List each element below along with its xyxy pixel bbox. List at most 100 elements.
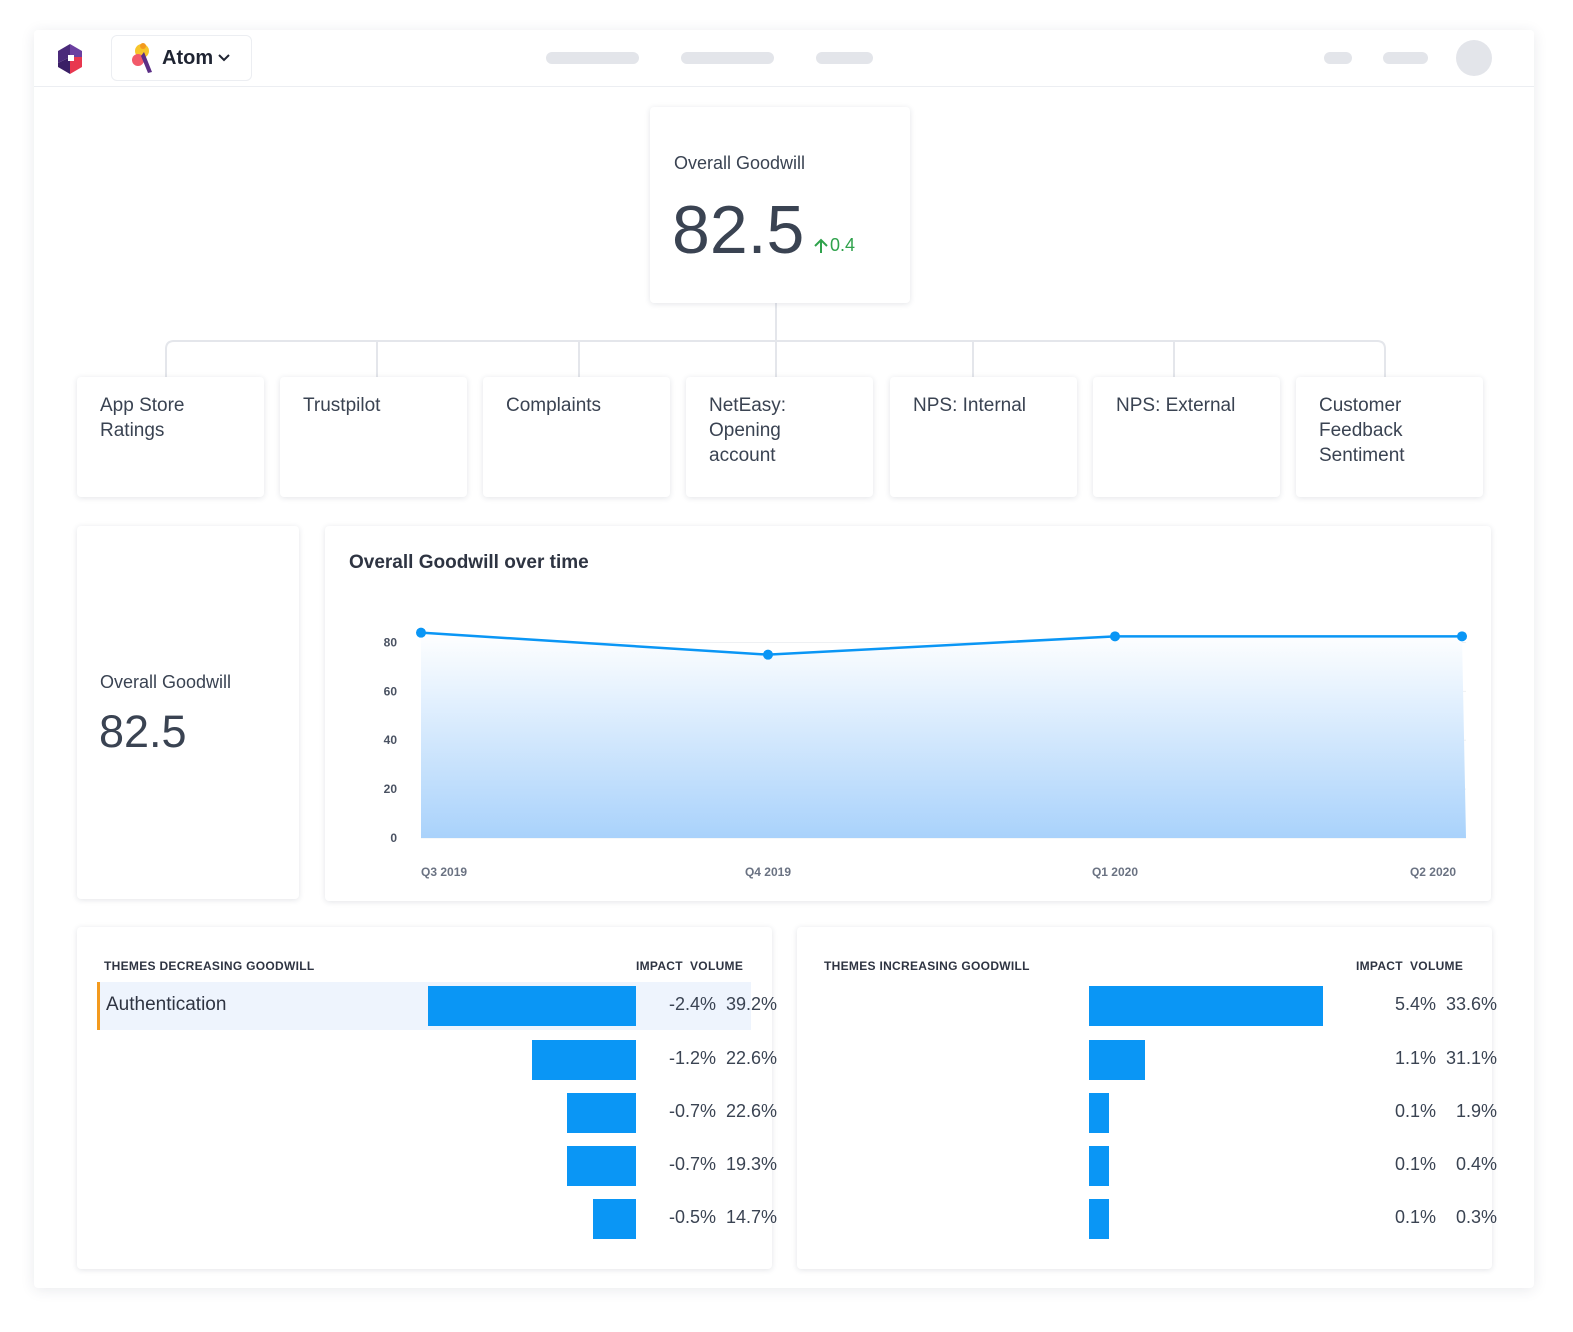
impact-value: 0.1% xyxy=(1394,1101,1436,1121)
theme-row[interactable]: Authentication -2.4% 39.2% xyxy=(97,982,777,1030)
x-tick-label: Q1 2020 xyxy=(1092,865,1138,879)
theme-row[interactable]: 1.1% 31.1% xyxy=(797,1036,1497,1084)
theme-row[interactable]: -0.5% 14.7% xyxy=(77,1195,777,1243)
volume-value: 31.1% xyxy=(1445,1048,1497,1068)
overall-goodwill-card[interactable]: Overall Goodwill 82.5 0.4 xyxy=(650,107,910,303)
source-card-customer-feedback-sentiment[interactable]: Customer Feedback Sentiment xyxy=(1296,377,1483,497)
theme-name: Authentication xyxy=(106,994,227,1015)
theme-row[interactable]: 0.1% 1.9% xyxy=(797,1089,1497,1137)
avatar[interactable] xyxy=(1456,40,1492,76)
theme-row[interactable]: -0.7% 22.6% xyxy=(77,1089,777,1137)
impact-value: -0.7% xyxy=(668,1154,716,1174)
arrow-up-icon xyxy=(814,238,828,253)
volume-header: VOLUME xyxy=(690,959,744,973)
logo-icon[interactable] xyxy=(54,41,90,77)
impact-value: -1.2% xyxy=(668,1048,716,1068)
impact-value: 0.1% xyxy=(1394,1154,1436,1174)
impact-bar xyxy=(593,1199,636,1239)
y-tick-label: 60 xyxy=(384,684,398,698)
volume-value: 22.6% xyxy=(725,1101,777,1121)
impact-header: IMPACT xyxy=(1356,959,1403,973)
theme-row[interactable]: -0.7% 19.3% xyxy=(77,1142,777,1190)
volume-value: 19.3% xyxy=(725,1154,777,1174)
volume-value: 33.6% xyxy=(1445,994,1497,1014)
area-fill xyxy=(421,632,1466,838)
goodwill-chart: 0 20 40 60 80 Q3 2019 Q4 2019 Q1 2020 Q2 2020 xyxy=(384,627,1467,879)
source-label: NPS: External xyxy=(1116,395,1236,416)
chart-title: Overall Goodwill over time xyxy=(349,552,589,573)
overall-goodwill-summary-card: Overall Goodwill 82.5 xyxy=(77,526,299,899)
series-line xyxy=(420,631,1462,656)
header-action-2[interactable] xyxy=(1383,52,1428,64)
data-point xyxy=(1110,631,1120,642)
goodwill-delta: 0.4 xyxy=(814,235,855,256)
source-label: Complaints xyxy=(506,395,602,416)
source-card-trustpilot[interactable]: Trustpilot xyxy=(280,377,467,497)
impact-value: -0.7% xyxy=(668,1101,716,1121)
data-point xyxy=(763,649,773,660)
volume-value: 0.4% xyxy=(1455,1154,1497,1174)
impact-value: -2.4% xyxy=(668,994,716,1014)
impact-bar xyxy=(1089,1199,1109,1239)
theme-row[interactable]: 0.1% 0.4% xyxy=(797,1142,1497,1190)
app-name: Atom xyxy=(162,46,214,69)
source-label: Customer Feedback Sentiment xyxy=(1319,395,1405,466)
app-switcher[interactable]: Atom xyxy=(111,35,252,81)
volume-header: VOLUME xyxy=(1410,959,1464,973)
impact-value: -0.5% xyxy=(668,1207,716,1227)
impact-value: 1.1% xyxy=(1394,1048,1436,1068)
nav-item-3[interactable] xyxy=(816,52,873,64)
impact-bar xyxy=(567,1146,636,1186)
top-bar: Atom xyxy=(34,30,1534,87)
impact-header: IMPACT xyxy=(636,959,683,973)
x-tick-label: Q3 2019 xyxy=(421,865,467,879)
app-window: Atom Overall Goodwill 82.5 0.4 App Store… xyxy=(34,30,1534,1288)
atom-logo-icon xyxy=(132,43,152,73)
source-card-nps-internal[interactable]: NPS: Internal xyxy=(890,377,1077,497)
x-tick-label: Q4 2019 xyxy=(745,865,791,879)
header-action-1[interactable] xyxy=(1324,52,1352,64)
goodwill-chart-card: 0 20 40 60 80 Q3 2019 Q4 2019 Q1 2020 Q2 2020 Ov… xyxy=(325,526,1491,901)
impact-bar xyxy=(1089,986,1323,1026)
impact-bar xyxy=(567,1093,636,1133)
impact-bar xyxy=(532,1040,636,1080)
goodwill-delta-value: 0.4 xyxy=(830,235,856,255)
y-tick-label: 40 xyxy=(384,733,398,747)
impact-bar xyxy=(428,986,636,1026)
source-label: NetEasy: Opening account xyxy=(709,395,787,466)
impact-bar xyxy=(1089,1146,1109,1186)
volume-value: 0.3% xyxy=(1455,1207,1497,1227)
source-label: NPS: Internal xyxy=(913,395,1026,416)
themes-decreasing-card: THEMES DECREASING GOODWILL IMPACT VOLUME… xyxy=(77,927,777,1269)
impact-bar xyxy=(1089,1040,1145,1080)
y-tick-label: 0 xyxy=(390,831,397,845)
volume-value: 39.2% xyxy=(725,994,777,1014)
impact-value: 0.1% xyxy=(1394,1207,1436,1227)
y-tick-label: 80 xyxy=(384,635,398,649)
theme-row[interactable]: 0.1% 0.3% xyxy=(797,1195,1497,1243)
y-tick-label: 20 xyxy=(384,782,398,796)
summary-value: 82.5 xyxy=(99,706,187,757)
volume-value: 22.6% xyxy=(725,1048,777,1068)
themes-increasing-title: THEMES INCREASING GOODWILL xyxy=(824,959,1030,973)
volume-value: 1.9% xyxy=(1455,1101,1497,1121)
source-card-app-store-ratings[interactable]: App Store Ratings xyxy=(77,377,264,497)
chevron-down-icon xyxy=(218,54,230,62)
x-tick-label: Q2 2020 xyxy=(1410,865,1456,879)
impact-value: 5.4% xyxy=(1394,994,1436,1014)
source-label: App Store Ratings xyxy=(100,395,185,441)
source-card-neteasy-opening-account[interactable]: NetEasy: Opening account xyxy=(686,377,873,497)
source-card-complaints[interactable]: Complaints xyxy=(483,377,670,497)
data-point xyxy=(1457,631,1467,642)
theme-row[interactable]: 5.4% 33.6% xyxy=(797,982,1497,1030)
themes-increasing-card: THEMES INCREASING GOODWILL IMPACT VOLUME… xyxy=(797,927,1497,1269)
nav-item-2[interactable] xyxy=(681,52,774,64)
data-point xyxy=(416,627,426,638)
overall-goodwill-label: Overall Goodwill xyxy=(674,153,806,173)
theme-row[interactable]: -1.2% 22.6% xyxy=(77,1036,777,1084)
source-card-nps-external[interactable]: NPS: External xyxy=(1093,377,1280,497)
nav-item-1[interactable] xyxy=(546,52,639,64)
summary-label: Overall Goodwill xyxy=(100,672,232,692)
volume-value: 14.7% xyxy=(725,1207,777,1227)
overall-goodwill-value: 82.5 xyxy=(672,192,805,268)
